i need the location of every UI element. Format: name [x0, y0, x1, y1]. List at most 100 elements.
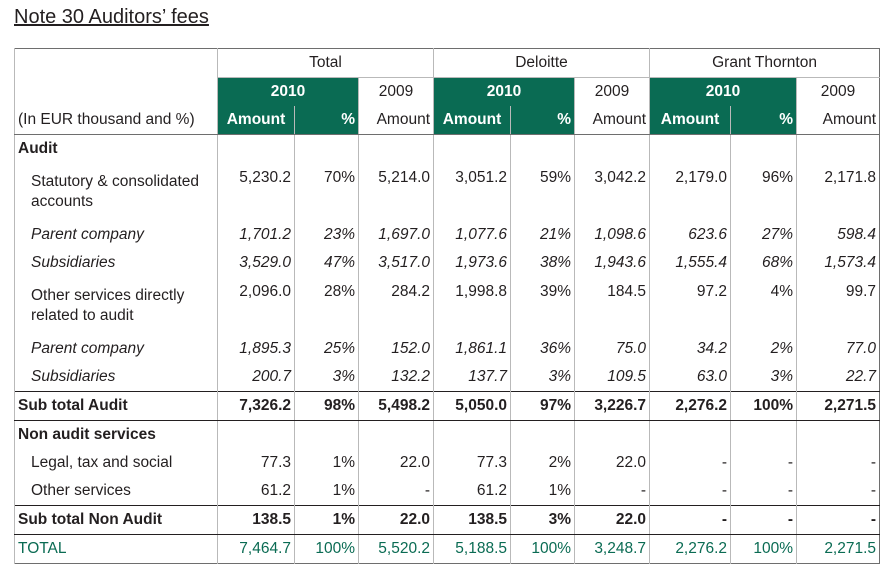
table-cell: 2,271.5 [796, 391, 880, 421]
table-row: Subsidiaries 200.7 3% 132.2 137.7 3% 109.5 63.0… [14, 363, 880, 392]
table-cell: 5,050.0 [433, 391, 511, 421]
table-cell: 184.5 [573, 277, 650, 335]
table-cell: 47% [294, 249, 359, 277]
table-cell: 1,573.4 [796, 249, 880, 277]
table-cell [217, 420, 295, 449]
table-row: Sub total Audit 7,326.2 98% 5,498.2 5,050.0 9… [14, 391, 880, 421]
table-cell: 137.7 [433, 363, 511, 392]
group-deloitte: Deloitte [432, 48, 650, 78]
year-current: 2010 [433, 77, 575, 106]
table-cell: 61.2 [433, 477, 511, 506]
table-cell: 3,226.7 [573, 391, 650, 421]
table-cell: 3% [510, 363, 575, 392]
table-cell: 1% [294, 449, 359, 477]
table-cell: 100% [730, 534, 797, 564]
table-cell: 4% [730, 277, 797, 335]
table-cell: 77.0 [796, 335, 880, 363]
table-cell: 1,697.0 [358, 221, 434, 249]
table-cell: 152.0 [358, 335, 434, 363]
table-cell: 5,230.2 [217, 163, 295, 221]
table-cell: 5,520.2 [358, 534, 434, 564]
table-cell: 23% [294, 221, 359, 249]
year-prior: 2009 [796, 77, 880, 106]
row-label: Sub total Non Audit [14, 505, 218, 535]
col-pct: % [730, 106, 797, 135]
table-row: TOTAL 7,464.7 100% 5,520.2 5,188.5 100% 3,248.… [14, 534, 880, 564]
table-cell: 28% [294, 277, 359, 335]
table-cell: 99.7 [796, 277, 880, 335]
table-cell [433, 134, 511, 163]
table-cell: 70% [294, 163, 359, 221]
table-cell: 3,051.2 [433, 163, 511, 221]
group-header-row: Total Deloitte Grant Thornton [14, 48, 880, 78]
table-cell: - [649, 449, 731, 477]
table-cell: 3% [510, 505, 575, 535]
table-cell: 284.2 [358, 277, 434, 335]
table-cell [294, 134, 359, 163]
table-cell: 22.0 [573, 449, 650, 477]
table-cell: 38% [510, 249, 575, 277]
table-row: Parent company 1,895.3 25% 152.0 1,861.1 36% 7… [14, 335, 880, 363]
table-cell [510, 134, 575, 163]
table-cell: 7,326.2 [217, 391, 295, 421]
table-cell: 3,517.0 [358, 249, 434, 277]
table-cell: 68% [730, 249, 797, 277]
table-cell: 1,943.6 [573, 249, 650, 277]
table-cell: - [796, 449, 880, 477]
table-row: Parent company 1,701.2 23% 1,697.0 1,077.6 21… [14, 221, 880, 249]
table-cell: 200.7 [217, 363, 295, 392]
col-amount: Amount [433, 106, 511, 135]
col-amount: Amount [573, 106, 650, 135]
table-cell [358, 420, 434, 449]
table-cell: 623.6 [649, 221, 731, 249]
table-cell: 1,098.6 [573, 221, 650, 249]
table-cell: 132.2 [358, 363, 434, 392]
row-label: Subsidiaries [14, 363, 218, 392]
table-cell: 2,171.8 [796, 163, 880, 221]
table-cell: 97% [510, 391, 575, 421]
table-cell: 1,895.3 [217, 335, 295, 363]
table-cell: - [649, 477, 731, 506]
table-cell: 1,861.1 [433, 335, 511, 363]
table-cell: 2,179.0 [649, 163, 731, 221]
table-cell: 2,096.0 [217, 277, 295, 335]
table-cell [217, 134, 295, 163]
table-cell: 21% [510, 221, 575, 249]
column-header-row: (In EUR thousand and %) Amount % Amount … [14, 106, 880, 135]
table-cell [358, 134, 434, 163]
col-amount: Amount [649, 106, 731, 135]
table-cell: 1% [294, 477, 359, 506]
page-title: Note 30 Auditors’ fees [14, 6, 209, 28]
table-cell: 5,498.2 [358, 391, 434, 421]
table-cell: 138.5 [433, 505, 511, 535]
row-label: Other services [14, 477, 218, 506]
table-cell: 2% [730, 335, 797, 363]
table-cell: 3,529.0 [217, 249, 295, 277]
table-cell: 598.4 [796, 221, 880, 249]
table-cell: 1% [510, 477, 575, 506]
table-cell: 77.3 [433, 449, 511, 477]
table-cell: 22.0 [358, 505, 434, 535]
row-label: Subsidiaries [14, 249, 218, 277]
table-cell [730, 134, 797, 163]
col-pct: % [510, 106, 575, 135]
row-label: Other services directly related to audit [14, 277, 218, 335]
table-cell: 1,077.6 [433, 221, 511, 249]
table-cell: - [796, 477, 880, 506]
table-cell: 59% [510, 163, 575, 221]
table-cell [573, 420, 650, 449]
table-cell: - [730, 449, 797, 477]
year-prior: 2009 [358, 77, 434, 106]
table-cell: 3% [294, 363, 359, 392]
table-cell: - [358, 477, 434, 506]
year-header-row: 2010 2009 2010 2009 2010 2009 [14, 77, 880, 106]
table-cell: 61.2 [217, 477, 295, 506]
table-cell: 96% [730, 163, 797, 221]
table-cell [294, 420, 359, 449]
year-current: 2010 [649, 77, 797, 106]
year-prior: 2009 [573, 77, 650, 106]
table-row: Audit [14, 134, 880, 163]
table-cell: - [730, 505, 797, 535]
table-cell: 100% [510, 534, 575, 564]
table-cell: 36% [510, 335, 575, 363]
